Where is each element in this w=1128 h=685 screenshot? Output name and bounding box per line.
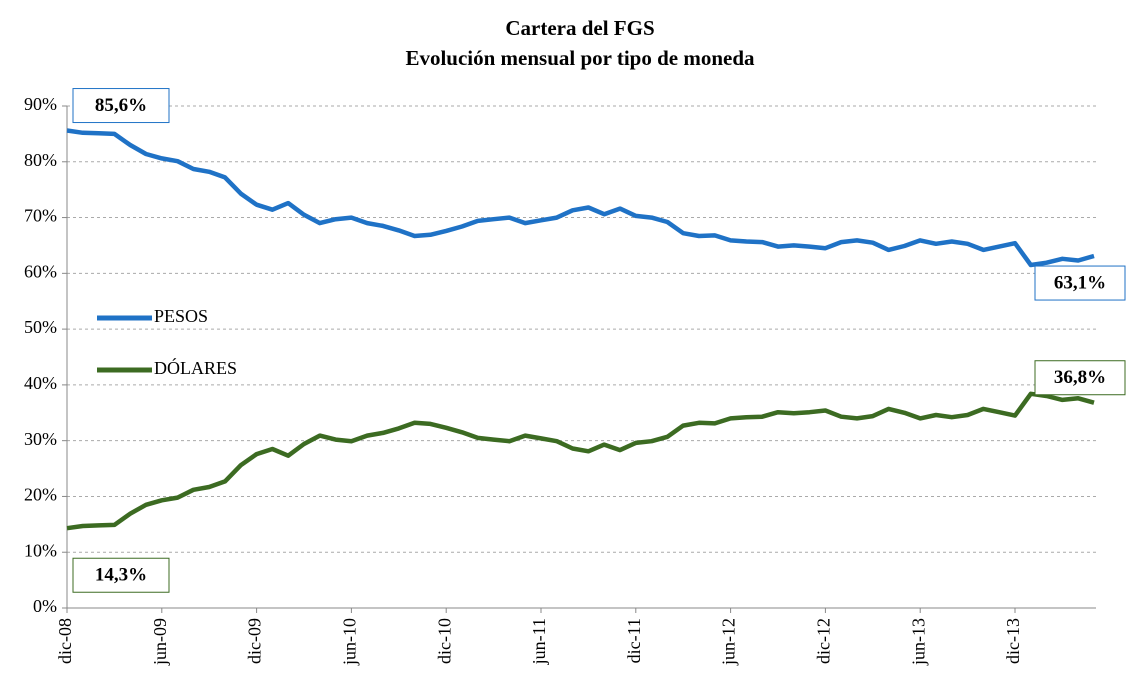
value-label: 63,1%	[1054, 272, 1106, 293]
value-label-box	[72, 88, 170, 124]
value-label: 85,6%	[95, 95, 147, 116]
y-tick-label: 30%	[24, 429, 57, 449]
x-tick-label: jun-10	[340, 618, 360, 666]
y-tick-label: 90%	[24, 94, 57, 114]
x-tick-label: dic-12	[814, 618, 834, 664]
x-tick-label: jun-11	[529, 618, 549, 665]
x-tick-label: dic-09	[245, 618, 265, 664]
y-tick-label: 20%	[24, 485, 57, 505]
y-tick-label: 60%	[24, 261, 57, 281]
value-label: 36,8%	[1054, 367, 1106, 388]
value-label-box	[1034, 265, 1126, 301]
y-tick-label: 70%	[24, 206, 57, 226]
x-tick-label: jun-12	[719, 618, 739, 666]
chart-title: Cartera del FGS	[505, 16, 654, 40]
series-line	[66, 391, 1095, 531]
legend-label: PESOS	[154, 306, 208, 326]
x-tick-label: dic-08	[55, 618, 75, 664]
x-tick-label: dic-11	[624, 618, 644, 663]
y-tick-label: 0%	[33, 596, 57, 616]
chart-subtitle: Evolución mensual por tipo de moneda	[405, 46, 755, 70]
legend-label: DÓLARES	[154, 357, 237, 378]
value-label-box	[1034, 360, 1126, 396]
y-tick-label: 40%	[24, 373, 57, 393]
x-tick-label: dic-10	[434, 618, 454, 664]
value-label-box	[72, 557, 170, 593]
y-tick-label: 80%	[24, 150, 57, 170]
y-tick-label: 10%	[24, 540, 57, 560]
x-tick-label: jun-13	[908, 618, 928, 666]
y-tick-label: 50%	[24, 317, 57, 337]
x-tick-label: jun-09	[150, 618, 170, 666]
series-line	[66, 128, 1095, 268]
x-tick-label: dic-13	[1003, 618, 1023, 664]
value-label: 14,3%	[95, 565, 147, 586]
